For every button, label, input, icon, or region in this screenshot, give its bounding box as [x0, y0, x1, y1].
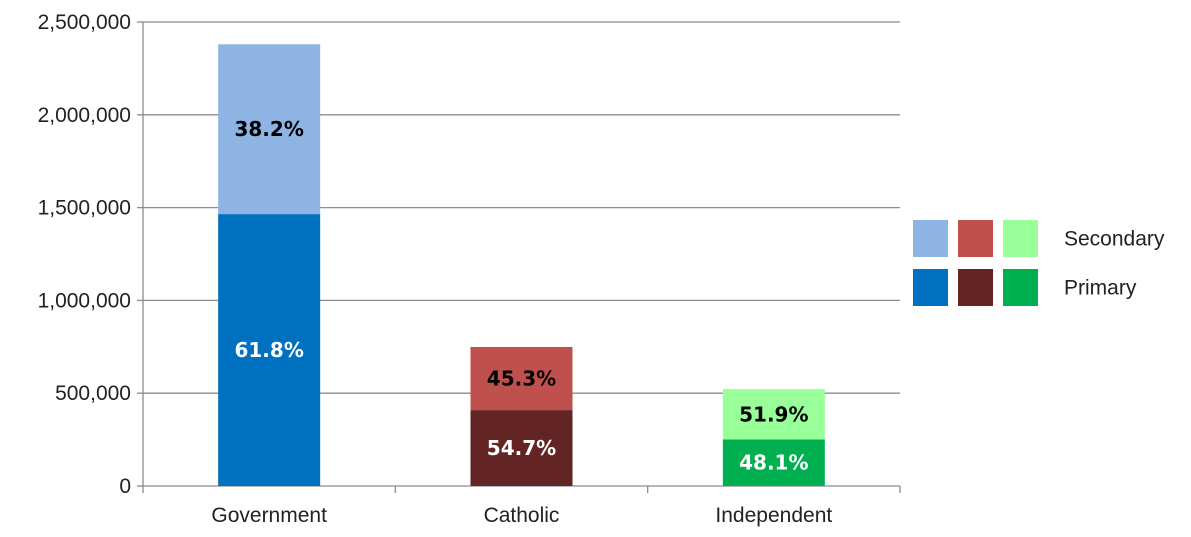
legend-swatch	[1003, 220, 1038, 257]
bar-secondary-catholic	[470, 346, 573, 411]
bars	[218, 44, 825, 486]
legend: Secondary Primary	[913, 220, 1165, 306]
data-label: 54.7%	[487, 436, 556, 460]
legend-swatch	[1003, 269, 1038, 306]
axes: 0 500,000 1,000,000 1,500,000 2,000,000 2,500…	[38, 11, 901, 527]
x-tick-label: Government	[211, 504, 327, 527]
bar-primary-catholic	[470, 410, 573, 486]
legend-label: Primary	[1064, 277, 1137, 300]
y-tick-label: 500,000	[55, 382, 131, 405]
data-labels: 61.8% 38.2% 54.7% 45.3% 48.1% 51.9%	[234, 117, 808, 475]
y-tick-label: 2,500,000	[38, 11, 131, 34]
bar-primary-government	[218, 214, 321, 486]
data-label: 61.8%	[234, 338, 303, 362]
data-label: 38.2%	[234, 117, 303, 141]
data-label: 48.1%	[739, 451, 808, 475]
legend-swatch	[913, 220, 948, 257]
y-tick-label: 0	[119, 475, 131, 498]
legend-swatch	[958, 269, 993, 306]
bar-secondary-independent	[722, 389, 825, 440]
legend-swatch	[958, 220, 993, 257]
legend-swatch	[913, 269, 948, 306]
x-tick-label: Catholic	[484, 504, 560, 527]
legend-label: Secondary	[1064, 228, 1165, 251]
x-tick-label: Independent	[715, 504, 832, 527]
bar-primary-independent	[722, 439, 825, 486]
y-tick-label: 2,000,000	[38, 104, 131, 127]
y-tick-label: 1,500,000	[38, 197, 131, 220]
data-label: 45.3%	[487, 367, 556, 391]
bar-secondary-government	[218, 44, 321, 215]
y-tick-label: 1,000,000	[38, 289, 131, 312]
data-label: 51.9%	[739, 402, 808, 426]
